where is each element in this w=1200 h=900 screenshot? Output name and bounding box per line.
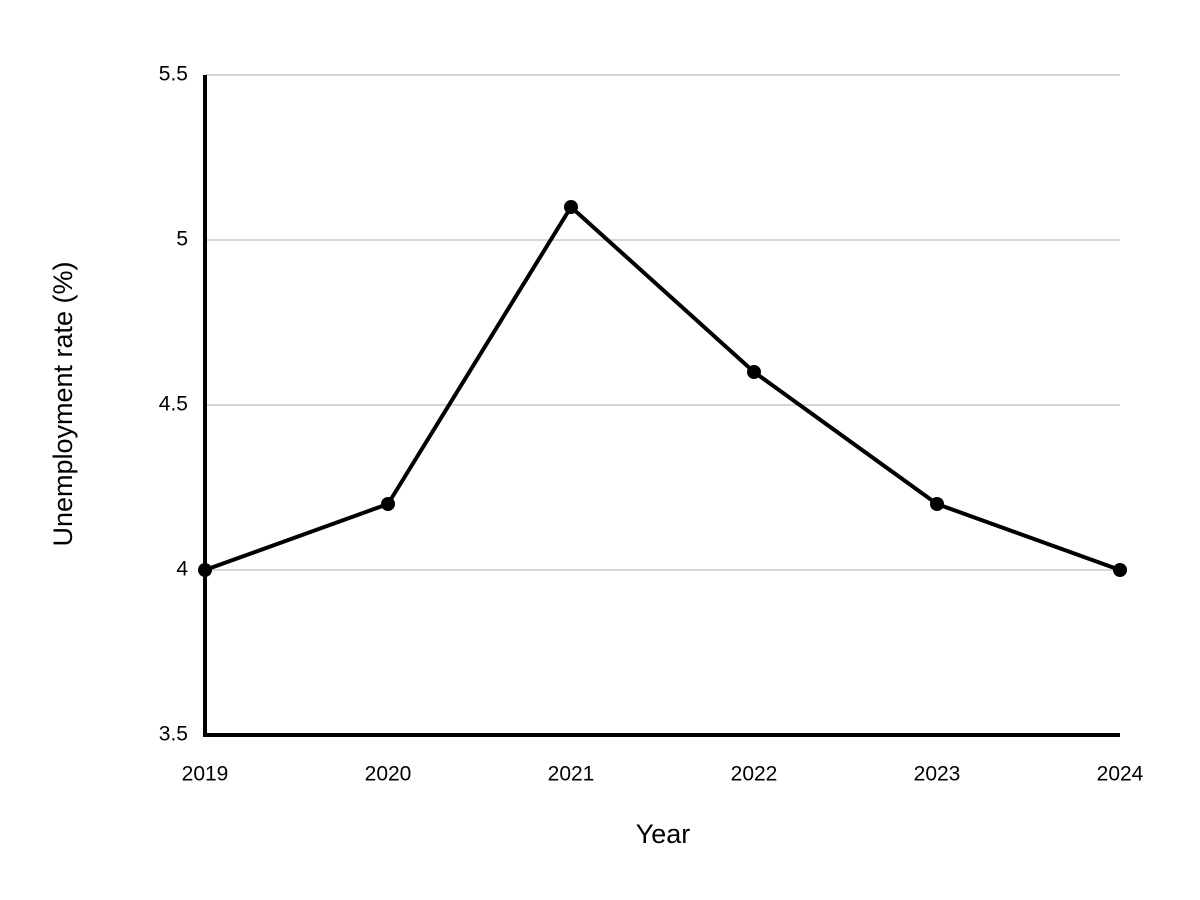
data-point [930, 497, 944, 511]
y-tick-label: 4 [176, 558, 188, 581]
x-tick-label: 2020 [365, 763, 412, 786]
x-tick-label: 2024 [1097, 763, 1144, 786]
data-point [747, 365, 761, 379]
y-tick-label: 5 [176, 228, 188, 251]
y-axis-label: Unemployment rate (%) [48, 261, 78, 546]
data-point [381, 497, 395, 511]
y-tick-label: 5.5 [159, 63, 188, 86]
x-tick-label: 2019 [182, 763, 229, 786]
data-point [198, 563, 212, 577]
x-tick-label: 2023 [914, 763, 961, 786]
x-tick-label: 2021 [548, 763, 595, 786]
x-tick-label: 2022 [731, 763, 778, 786]
y-tick-label: 3.5 [159, 723, 188, 746]
y-tick-label: 4.5 [159, 393, 188, 416]
data-line [204, 205, 1121, 572]
x-axis-label: Year [636, 819, 691, 849]
data-point [564, 200, 578, 214]
data-point [1113, 563, 1127, 577]
